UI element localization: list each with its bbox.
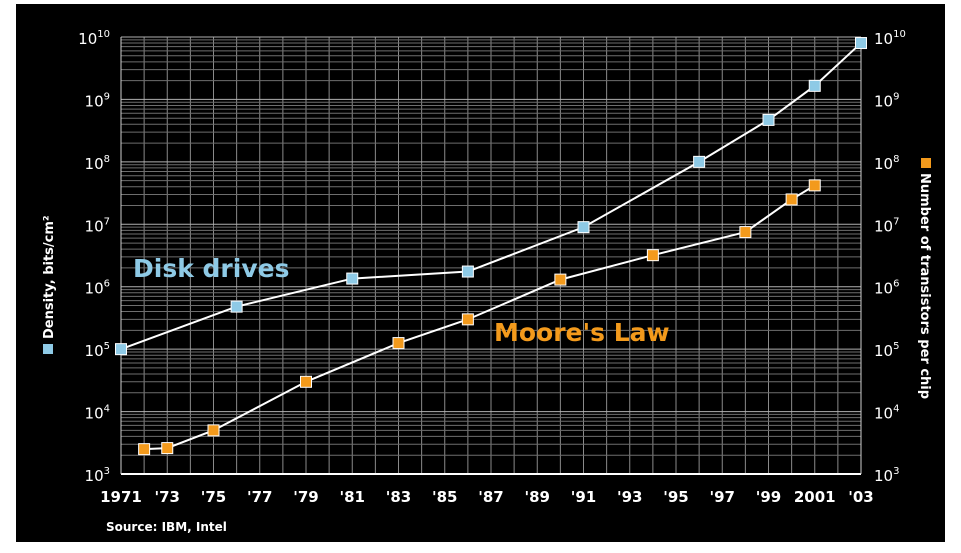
x-tick-label: '99 [756, 488, 781, 506]
left-y-tick-label: 104 [85, 404, 110, 423]
data-point-marker [346, 272, 359, 285]
right-y-tick-label: 109 [874, 91, 899, 110]
left-y-tick-label: 105 [85, 341, 110, 360]
right-axis-legend-swatch [921, 158, 931, 168]
data-point-marker [855, 37, 867, 50]
right-axis-label: Number of transistors per chip [917, 173, 932, 399]
left-axis-title: Density, bits/cm² [42, 215, 57, 354]
left-y-tick-label: 108 [85, 154, 110, 173]
data-point-marker [739, 226, 752, 239]
x-tick-labels: 1971 '73 '75 '77 '79 '81 '83 '85 '87 '89 '91 '93 '95… [100, 488, 874, 506]
data-point-marker [693, 155, 706, 168]
right-y-tick-labels: 103 104 105 106 107 108 109 1010 [874, 29, 906, 485]
data-point-marker [554, 273, 567, 286]
x-tick-label: '03 [848, 488, 873, 506]
right-y-tick-label: 103 [874, 466, 899, 485]
source-note: Source: IBM, Intel [106, 520, 227, 534]
x-tick-label: '79 [293, 488, 318, 506]
data-point-marker [461, 265, 474, 278]
left-y-tick-label: 109 [85, 91, 110, 110]
x-tick-label: '95 [663, 488, 688, 506]
data-point-marker [646, 249, 659, 262]
right-y-tick-label: 104 [874, 404, 899, 423]
data-point-marker [230, 300, 243, 313]
x-tick-label: '93 [617, 488, 642, 506]
x-tick-label: '75 [201, 488, 226, 506]
data-point-marker [207, 424, 220, 437]
series-label-moores-law: Moore's Law [494, 318, 670, 347]
series-label-disk-drives: Disk drives [133, 254, 289, 283]
x-tick-label: '85 [432, 488, 457, 506]
right-y-tick-label: 105 [874, 341, 899, 360]
x-tick-label: '83 [386, 488, 411, 506]
data-point-marker [808, 179, 821, 192]
data-point-marker [577, 221, 590, 234]
right-axis-title: Number of transistors per chip [917, 158, 932, 399]
data-point-marker [461, 313, 474, 326]
data-point-marker [300, 375, 312, 388]
data-point-marker [115, 343, 127, 356]
data-point-marker [138, 443, 151, 456]
data-point-marker [762, 113, 775, 126]
x-tick-label: '91 [571, 488, 596, 506]
x-tick-label: '89 [525, 488, 550, 506]
left-y-tick-label: 107 [85, 216, 110, 235]
right-y-tick-label: 108 [874, 154, 899, 173]
x-tick-label: '77 [247, 488, 272, 506]
x-tick-label: '73 [155, 488, 180, 506]
left-y-tick-label: 106 [85, 279, 110, 298]
x-tick-label: '87 [478, 488, 503, 506]
x-tick-label: '81 [340, 488, 365, 506]
left-y-tick-label: 103 [85, 466, 110, 485]
x-tick-label: 2001 [794, 488, 836, 506]
right-y-tick-label: 1010 [874, 29, 906, 48]
data-point-marker [785, 193, 798, 206]
left-y-tick-labels: 103 104 105 106 107 108 109 1010 [78, 29, 110, 485]
left-axis-label: Density, bits/cm² [42, 215, 57, 339]
series-markers [115, 37, 867, 456]
data-point-marker [392, 337, 405, 350]
data-point-marker [161, 442, 174, 455]
grid [120, 36, 862, 475]
data-point-marker [808, 79, 821, 92]
right-y-tick-label: 107 [874, 216, 899, 235]
x-tick-label: 1971 [100, 488, 142, 506]
left-y-tick-label: 1010 [78, 29, 110, 48]
x-tick-label: '97 [710, 488, 735, 506]
right-y-tick-label: 106 [874, 279, 899, 298]
left-axis-legend-swatch [43, 344, 53, 354]
